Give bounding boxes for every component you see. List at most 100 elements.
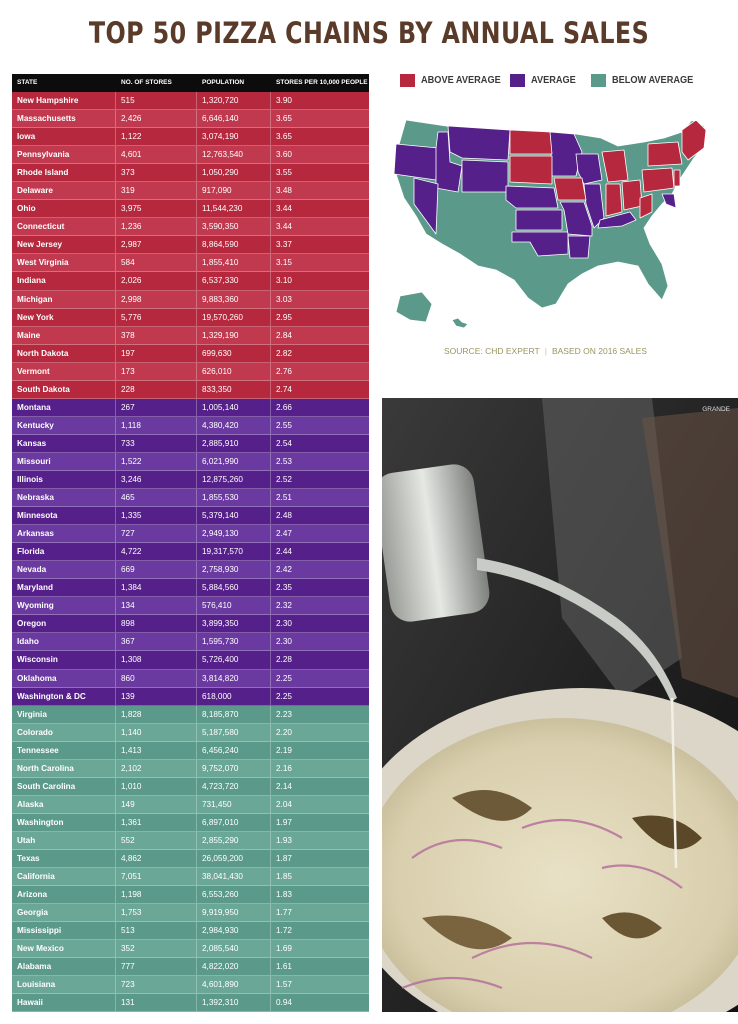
legend-below: BELOW AVERAGE xyxy=(591,72,700,88)
state-cell: North Dakota xyxy=(12,344,116,362)
stores-cell: 860 xyxy=(116,669,197,687)
stores-cell: 267 xyxy=(116,398,197,416)
population-cell: 2,885,910 xyxy=(197,434,271,452)
per10k-cell: 2.25 xyxy=(276,691,292,701)
map-region-iowa xyxy=(553,177,587,201)
per10k-cell: 1.57 xyxy=(276,980,292,990)
stores-cell: 197 xyxy=(116,344,197,362)
per10k-cell: 2.95 xyxy=(276,312,292,322)
stores-cell: 727 xyxy=(116,525,197,543)
stores-cell: 131 xyxy=(116,994,197,1012)
table-row: Wyoming 134 576,410 2.32 xyxy=(12,597,369,616)
population-cell: 9,752,070 xyxy=(197,759,271,777)
table-row: Georgia 1,753 9,919,950 1.77 xyxy=(12,904,369,923)
per10k-cell: 2.66 xyxy=(276,402,292,412)
per10k-cell: 1.61 xyxy=(276,962,292,972)
pizza-photo-art xyxy=(382,398,738,1012)
source-right: BASED ON 2016 SALES xyxy=(551,346,647,356)
per10k-cell: 1.83 xyxy=(276,890,292,900)
state-cell: Ohio xyxy=(12,200,116,218)
population-cell: 626,010 xyxy=(197,362,271,380)
map-region-indiana xyxy=(605,183,623,217)
stores-cell: 584 xyxy=(116,254,197,272)
stores-cell: 1,236 xyxy=(116,218,197,236)
per10k-cell: 2.16 xyxy=(276,763,292,773)
state-cell: Utah xyxy=(12,831,116,849)
map-region-new-york xyxy=(647,141,683,167)
state-cell: Michigan xyxy=(12,290,116,308)
stores-cell: 1,010 xyxy=(116,777,197,795)
table-row: New Jersey 2,987 8,864,590 3.37 xyxy=(12,236,369,255)
population-cell: 1,392,310 xyxy=(197,994,271,1012)
stores-cell: 1,753 xyxy=(116,904,197,922)
per10k-cell: 2.25 xyxy=(276,673,292,683)
population-cell: 2,758,930 xyxy=(197,561,271,579)
state-cell: Alabama xyxy=(12,958,116,976)
stores-cell: 1,198 xyxy=(116,886,197,904)
table-row: West Virginia 584 1,855,410 3.15 xyxy=(12,254,369,273)
population-cell: 3,590,350 xyxy=(197,218,271,236)
per10k-cell: 2.20 xyxy=(276,727,292,737)
stores-cell: 1,308 xyxy=(116,651,197,669)
header-stores: NO. OF STORES xyxy=(121,79,172,86)
population-cell: 5,726,400 xyxy=(197,651,271,669)
population-cell: 19,317,570 xyxy=(197,543,271,561)
state-cell: South Dakota xyxy=(12,380,116,398)
table-row: Alaska 149 731,450 2.04 xyxy=(12,795,369,814)
population-cell: 4,822,020 xyxy=(197,958,271,976)
table-row: North Dakota 197 699,630 2.82 xyxy=(12,344,369,363)
map-region-idaho xyxy=(435,131,463,193)
stores-cell: 4,601 xyxy=(116,146,197,164)
per10k-cell: 2.52 xyxy=(276,474,292,484)
population-cell: 1,329,190 xyxy=(197,326,271,344)
population-cell: 1,005,140 xyxy=(197,398,271,416)
stores-cell: 2,102 xyxy=(116,759,197,777)
table-row: Arizona 1,198 6,553,260 1.83 xyxy=(12,886,369,905)
population-cell: 1,320,720 xyxy=(197,92,271,110)
table-row: California 7,051 38,041,430 1.85 xyxy=(12,868,369,887)
per10k-cell: 2.19 xyxy=(276,745,292,755)
table-row: Texas 4,862 26,059,200 1.87 xyxy=(12,849,369,869)
state-cell: Georgia xyxy=(12,904,116,922)
per10k-cell: 2.53 xyxy=(276,456,292,466)
per10k-cell: 2.30 xyxy=(276,619,292,629)
map-region-wyoming xyxy=(461,159,509,193)
state-cell: Maine xyxy=(12,326,116,344)
stores-cell: 1,361 xyxy=(116,813,197,831)
photo-credit: GRANDE xyxy=(702,406,730,413)
per10k-cell: 1.72 xyxy=(276,926,292,936)
state-cell: Nevada xyxy=(12,561,116,579)
map-region-missouri xyxy=(559,201,593,237)
state-cell: Louisiana xyxy=(12,976,116,994)
state-cell: Colorado xyxy=(12,723,116,741)
population-cell: 4,380,420 xyxy=(197,416,271,434)
table-row: Utah 552 2,855,290 1.93 xyxy=(12,831,369,850)
stores-cell: 513 xyxy=(116,922,197,940)
table-row: Delaware 319 917,090 3.48 xyxy=(12,182,369,201)
state-cell: California xyxy=(12,868,116,886)
population-cell: 699,630 xyxy=(197,344,271,362)
table-row: Indiana 2,026 6,537,330 3.10 xyxy=(12,272,369,291)
state-cell: Massachusetts xyxy=(12,110,116,128)
state-cell: Wyoming xyxy=(12,597,116,615)
population-cell: 6,021,990 xyxy=(197,452,271,470)
stores-cell: 733 xyxy=(116,434,197,452)
table-row: Massachusetts 2,426 6,646,140 3.65 xyxy=(12,110,369,129)
table-row: Washington 1,361 6,897,010 1.97 xyxy=(12,813,369,832)
table-row: Vermont 173 626,010 2.76 xyxy=(12,362,369,381)
stores-cell: 367 xyxy=(116,633,197,651)
population-cell: 1,595,730 xyxy=(197,633,271,651)
header-state: STATE xyxy=(17,79,38,86)
state-cell: Kansas xyxy=(12,434,116,452)
map-region-hawaii xyxy=(451,317,469,329)
map-region-north-dakota xyxy=(509,129,553,155)
map-region-new-jersey xyxy=(673,169,681,187)
population-cell: 9,883,360 xyxy=(197,290,271,308)
population-cell: 1,855,410 xyxy=(197,254,271,272)
map-region-new-england xyxy=(681,119,707,161)
per10k-cell: 3.60 xyxy=(276,150,292,160)
stores-cell: 1,140 xyxy=(116,723,197,741)
per10k-cell: 3.03 xyxy=(276,294,292,304)
state-cell: West Virginia xyxy=(12,254,116,272)
state-cell: New Jersey xyxy=(12,236,116,254)
